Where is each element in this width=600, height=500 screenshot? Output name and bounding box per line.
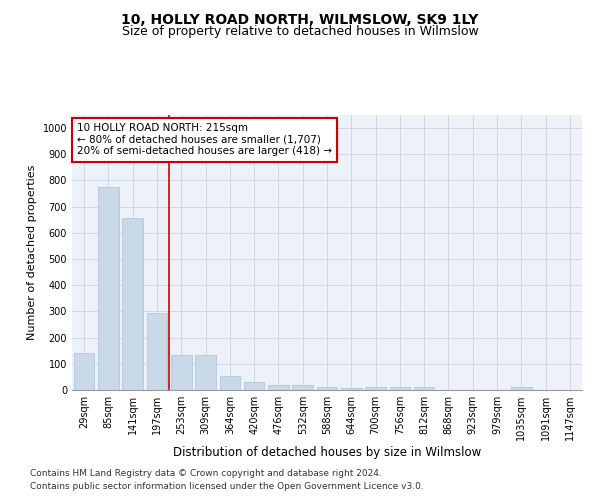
Bar <box>414 388 434 390</box>
Bar <box>341 388 362 390</box>
Bar <box>511 388 532 390</box>
Text: Contains public sector information licensed under the Open Government Licence v3: Contains public sector information licen… <box>30 482 424 491</box>
Bar <box>220 376 240 390</box>
Bar <box>146 312 167 390</box>
Y-axis label: Number of detached properties: Number of detached properties <box>27 165 37 340</box>
Bar <box>195 354 216 390</box>
X-axis label: Distribution of detached houses by size in Wilmslow: Distribution of detached houses by size … <box>173 446 481 459</box>
Bar <box>292 386 313 390</box>
Bar <box>98 187 119 390</box>
Text: Contains HM Land Registry data © Crown copyright and database right 2024.: Contains HM Land Registry data © Crown c… <box>30 468 382 477</box>
Bar <box>171 354 191 390</box>
Bar <box>389 388 410 390</box>
Bar <box>244 382 265 390</box>
Bar <box>317 388 337 390</box>
Bar <box>74 354 94 390</box>
Text: Size of property relative to detached houses in Wilmslow: Size of property relative to detached ho… <box>122 25 478 38</box>
Bar <box>268 386 289 390</box>
Text: 10 HOLLY ROAD NORTH: 215sqm
← 80% of detached houses are smaller (1,707)
20% of : 10 HOLLY ROAD NORTH: 215sqm ← 80% of det… <box>77 123 332 156</box>
Text: 10, HOLLY ROAD NORTH, WILMSLOW, SK9 1LY: 10, HOLLY ROAD NORTH, WILMSLOW, SK9 1LY <box>121 12 479 26</box>
Bar <box>122 218 143 390</box>
Bar <box>365 388 386 390</box>
